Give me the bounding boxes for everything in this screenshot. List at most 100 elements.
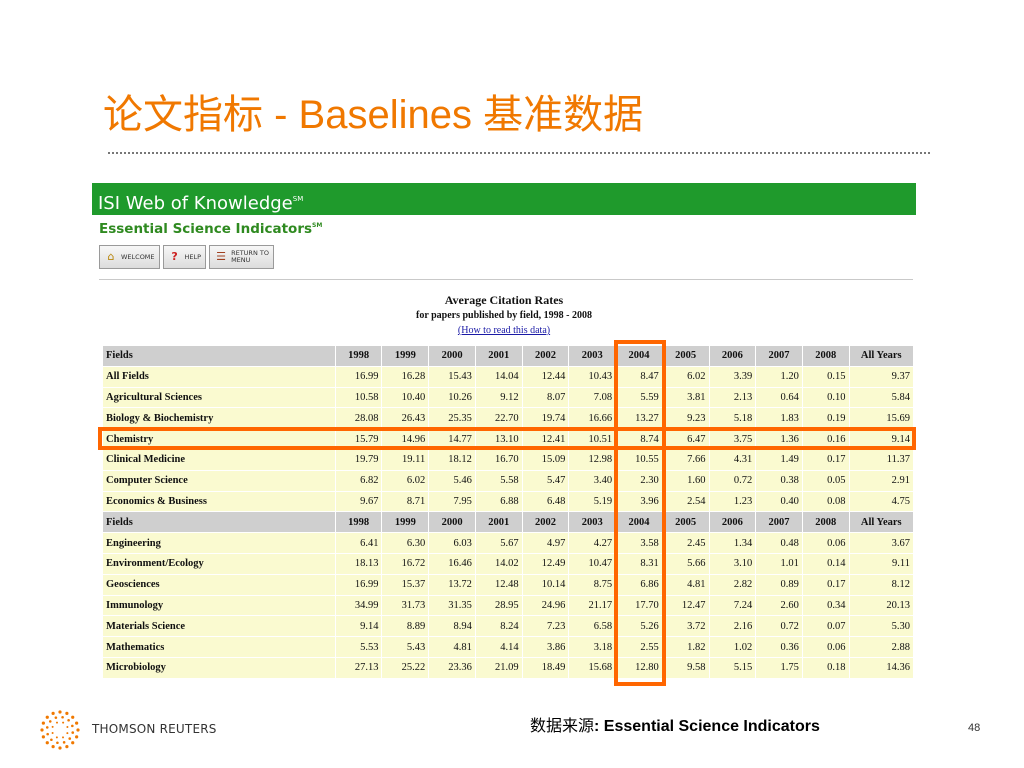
how-to-read-link[interactable]: (How to read this data) — [457, 325, 551, 336]
rate-cell: 16.46 — [429, 553, 475, 574]
logo-dot — [75, 721, 79, 725]
esi-title-mark: SM — [312, 222, 323, 229]
rate-cell: 16.28 — [382, 366, 429, 387]
rate-cell: 15.37 — [382, 574, 429, 595]
table-row: Agricultural Sciences 10.58 10.40 10.26 9.12… — [103, 387, 913, 408]
rate-cell: 3.96 — [616, 491, 662, 512]
rate-cell: 0.38 — [756, 470, 802, 491]
table-header-row-bottom: Fields 1998 1999 2000 2001 2002 2003 2004 2005 20… — [103, 512, 913, 533]
fields-header: Fields — [103, 512, 335, 533]
return-to-menu-button[interactable]: ☰ RETURN TO MENU — [209, 245, 274, 269]
table-row: Environment/Ecology 18.13 16.72 16.46 14.02 1… — [103, 553, 913, 574]
rate-cell: 8.47 — [616, 366, 662, 387]
return-label-line2: MENU — [231, 256, 251, 264]
return-label-line1: RETURN TO — [231, 249, 269, 257]
rate-cell: 2.55 — [616, 637, 662, 657]
rate-cell: 3.40 — [569, 470, 616, 491]
logo-dot — [75, 735, 79, 739]
rate-cell: 16.99 — [335, 366, 382, 387]
help-icon: ? — [171, 250, 178, 263]
rate-cell: 4.31 — [709, 449, 756, 470]
source-sep: : — [594, 718, 604, 735]
rate-cell: 0.17 — [802, 449, 849, 470]
rate-cell: 22.70 — [475, 408, 522, 429]
logo-dot — [45, 726, 49, 729]
rate-cell: 5.58 — [475, 470, 522, 491]
rate-cell: 4.81 — [662, 574, 709, 595]
logo-dot — [71, 715, 75, 719]
rate-cell: 25.35 — [429, 408, 475, 429]
welcome-button[interactable]: ⌂ WELCOME — [99, 245, 160, 269]
field-name: Economics & Business — [103, 491, 335, 512]
table-row: Clinical Medicine 19.79 19.11 18.12 16.70 15.… — [103, 449, 913, 470]
rate-cell: 16.99 — [335, 574, 382, 595]
rate-cell: 2.54 — [662, 491, 709, 512]
rate-cell: 10.40 — [382, 387, 429, 408]
rate-cell: 16.72 — [382, 553, 429, 574]
rate-cell: 8.24 — [475, 616, 522, 637]
table-row: Immunology 34.99 31.73 31.35 28.95 24.96 21.17… — [103, 595, 913, 616]
rate-cell: 1.20 — [756, 366, 802, 387]
rate-cell: 1.36 — [756, 429, 802, 449]
logo-dot — [66, 732, 69, 735]
all-years-cell: 4.75 — [849, 491, 913, 512]
screenshot-divider — [99, 279, 913, 280]
year-2004-column-highlight — [614, 340, 666, 686]
rate-cell: 5.67 — [475, 533, 522, 553]
rate-cell: 27.13 — [335, 657, 382, 678]
rate-cell: 10.51 — [569, 429, 616, 449]
rate-cell: 13.27 — [616, 408, 662, 429]
rate-cell: 0.89 — [756, 574, 802, 595]
year-header-2000: 2000 — [429, 512, 475, 533]
home-icon: ⌂ — [107, 250, 115, 263]
year-header-2002: 2002 — [522, 512, 569, 533]
rate-cell: 10.55 — [616, 449, 662, 470]
rate-cell: 8.71 — [382, 491, 429, 512]
year-header-2006: 2006 — [709, 346, 756, 366]
rate-cell: 0.17 — [802, 574, 849, 595]
logo-dot — [62, 721, 65, 724]
rate-cell: 5.53 — [335, 637, 382, 657]
rate-cell: 13.72 — [429, 574, 475, 595]
logo-dot — [71, 731, 75, 734]
help-button[interactable]: ? HELP — [162, 245, 207, 269]
title-divider — [108, 152, 930, 154]
logo-dot — [65, 745, 69, 749]
rate-cell: 12.48 — [475, 574, 522, 595]
logo-dot — [58, 746, 62, 750]
year-header-2008: 2008 — [802, 346, 849, 366]
rate-cell: 2.13 — [709, 387, 756, 408]
rate-cell: 14.04 — [475, 366, 522, 387]
logo-dot — [66, 725, 69, 728]
rate-cell: 12.47 — [662, 595, 709, 616]
rate-cell: 23.36 — [429, 657, 475, 678]
rate-cell: 6.48 — [522, 491, 569, 512]
logo-dot — [67, 718, 70, 722]
rate-cell: 5.26 — [616, 616, 662, 637]
rate-cell: 3.75 — [709, 429, 756, 449]
chemistry-row-highlight — [98, 427, 916, 450]
rate-cell: 7.24 — [709, 595, 756, 616]
logo-dot — [40, 728, 44, 732]
field-name: Geosciences — [103, 574, 335, 595]
all-years-cell: 20.13 — [849, 595, 913, 616]
field-name: Engineering — [103, 533, 335, 553]
rate-cell: 0.10 — [802, 387, 849, 408]
rate-cell: 10.26 — [429, 387, 475, 408]
rate-cell: 0.15 — [802, 366, 849, 387]
logo-dot — [51, 711, 55, 715]
year-header-1998: 1998 — [335, 512, 382, 533]
rate-cell: 7.23 — [522, 616, 569, 637]
logo-dot — [48, 720, 52, 723]
rate-cell: 15.43 — [429, 366, 475, 387]
rate-cell: 6.82 — [335, 470, 382, 491]
all-years-cell: 5.84 — [849, 387, 913, 408]
logo-dot — [51, 732, 54, 735]
rate-cell: 28.08 — [335, 408, 382, 429]
rate-cell: 5.47 — [522, 470, 569, 491]
logo-dot — [45, 715, 49, 719]
logo-dot — [56, 741, 59, 745]
field-name: Computer Science — [103, 470, 335, 491]
rate-cell: 5.46 — [429, 470, 475, 491]
rate-cell: 12.80 — [616, 657, 662, 678]
